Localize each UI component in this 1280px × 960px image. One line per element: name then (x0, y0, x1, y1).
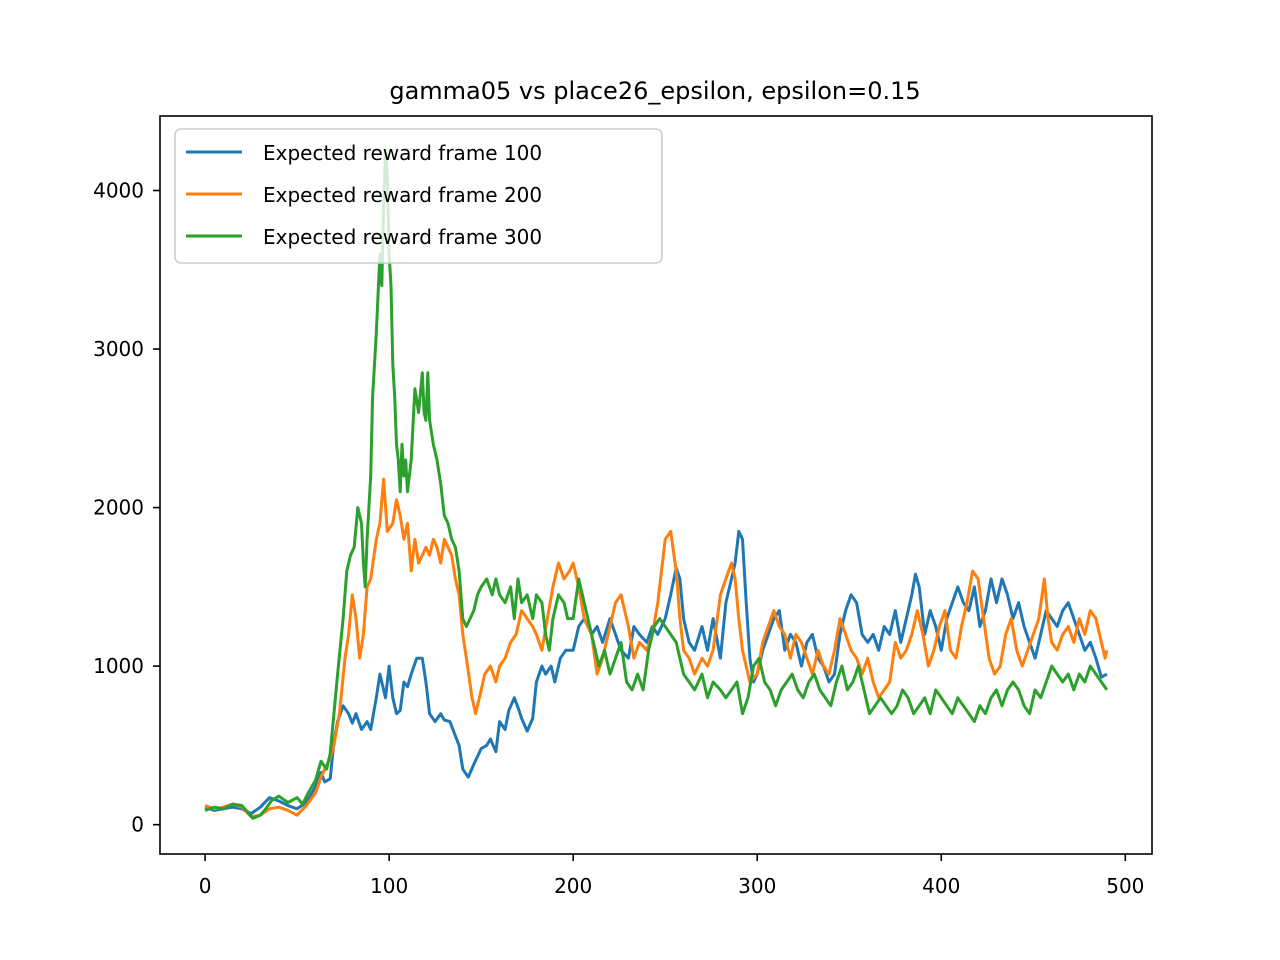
y-tick-label: 0 (131, 813, 144, 837)
series-line-3 (204, 149, 1109, 820)
x-tick-label: 100 (370, 874, 408, 898)
x-tick-label: 300 (738, 874, 776, 898)
series-line-2 (204, 477, 1109, 819)
y-tick-label: 3000 (93, 337, 144, 361)
legend-label-frame-300: Expected reward frame 300 (263, 225, 542, 249)
y-tick-label: 2000 (93, 496, 144, 520)
y-tick-label: 4000 (93, 179, 144, 203)
x-axis: 0 100 200 300 400 500 (199, 854, 1144, 898)
x-tick-label: 400 (922, 874, 960, 898)
y-axis: 0 1000 2000 3000 4000 (93, 179, 160, 837)
series-line-1 (204, 529, 1108, 816)
x-tick-label: 0 (199, 874, 212, 898)
y-tick-label: 1000 (93, 654, 144, 678)
plot-area-frame (159, 115, 1153, 855)
chart-title: gamma05 vs place26_epsilon, epsilon=0.15 (389, 77, 920, 105)
legend-box (174, 128, 663, 264)
legend-label-frame-100: Expected reward frame 100 (263, 141, 542, 165)
x-tick-label: 200 (554, 874, 592, 898)
plot-lines (204, 149, 1109, 820)
legend: Expected reward frame 100 Expected rewar… (174, 128, 663, 264)
legend-label-frame-200: Expected reward frame 200 (263, 183, 542, 207)
x-tick-label: 500 (1106, 874, 1144, 898)
